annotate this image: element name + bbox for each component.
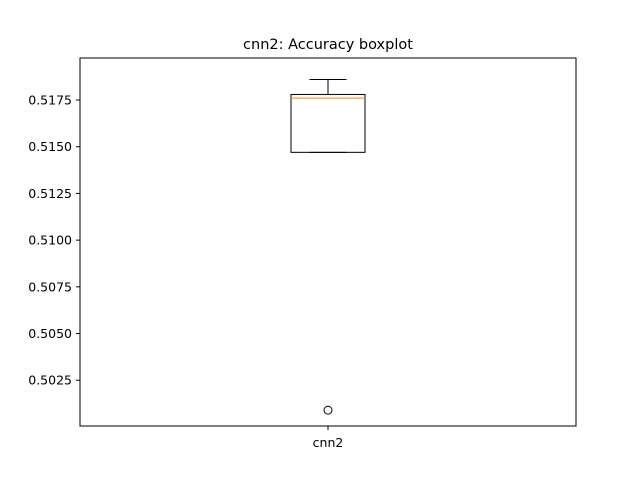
y-tick-label: 0.5150 xyxy=(28,139,72,154)
y-tick-label: 0.5175 xyxy=(28,93,72,108)
plot-area: 0.5025 0.5050 0.5075 0.5100 0.5125 0.5150 0.51… xyxy=(28,57,577,450)
y-tick-label: 0.5075 xyxy=(28,279,72,294)
y-tick-label: 0.5025 xyxy=(28,373,72,388)
y-tick-label: 0.5050 xyxy=(28,326,72,341)
chart-title: cnn2: Accuracy boxplot xyxy=(243,37,413,53)
y-tick-label: 0.5125 xyxy=(28,186,72,201)
outlier-point xyxy=(323,405,333,415)
y-tick-label: 0.5100 xyxy=(28,233,72,248)
iqr-box xyxy=(290,93,366,153)
x-tick-label: cnn2 xyxy=(313,435,344,450)
